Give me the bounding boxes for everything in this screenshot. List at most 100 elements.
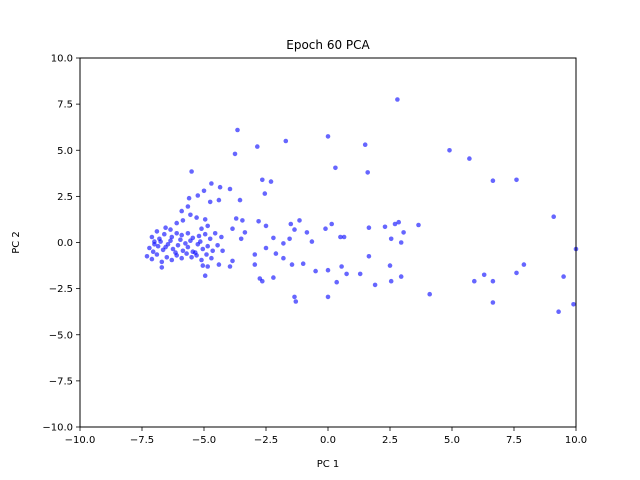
data-point	[159, 265, 165, 270]
data-point	[150, 249, 156, 254]
y-tick-label: 10.0	[51, 54, 73, 65]
data-point	[227, 264, 233, 269]
data-point	[189, 169, 194, 174]
data-point	[230, 258, 235, 264]
data-point	[490, 300, 496, 305]
data-point	[287, 236, 292, 242]
data-point	[339, 264, 344, 269]
data-point	[427, 291, 433, 297]
data-point	[154, 252, 160, 257]
data-point	[233, 216, 239, 221]
data-point	[216, 262, 222, 267]
data-point	[219, 234, 224, 240]
data-point	[207, 236, 213, 242]
data-point	[149, 256, 155, 262]
data-point	[292, 294, 297, 300]
data-point	[147, 245, 152, 251]
data-point	[238, 236, 244, 242]
data-point	[334, 279, 340, 285]
data-point	[158, 239, 163, 244]
x-tick-label: −7.5	[130, 435, 154, 446]
data-point	[185, 244, 191, 250]
data-point	[205, 243, 210, 249]
data-point	[173, 250, 178, 255]
y-tick-label: 2.5	[57, 192, 73, 203]
y-tick-label: 7.5	[57, 100, 73, 111]
data-point	[164, 254, 170, 260]
data-point	[297, 218, 302, 223]
data-point	[159, 259, 165, 265]
data-point	[180, 248, 186, 254]
data-points	[144, 97, 579, 315]
data-point	[271, 235, 276, 241]
data-point	[179, 232, 184, 238]
data-point	[252, 262, 258, 267]
data-point	[263, 245, 269, 251]
data-point	[152, 242, 157, 247]
data-point	[202, 231, 208, 237]
data-point	[309, 239, 315, 244]
data-point	[398, 240, 404, 245]
data-point	[571, 302, 576, 307]
data-point	[217, 184, 223, 190]
data-point	[168, 227, 173, 232]
data-point	[170, 246, 176, 252]
data-point	[268, 179, 274, 184]
data-point	[329, 221, 335, 227]
data-point	[209, 255, 214, 261]
data-point	[252, 252, 258, 257]
x-tick-label: 10.0	[565, 435, 587, 446]
data-point	[202, 217, 208, 222]
data-point	[178, 237, 183, 242]
data-point	[235, 127, 240, 133]
plot-frame	[79, 57, 577, 428]
data-point	[472, 278, 477, 284]
data-point	[372, 282, 378, 288]
data-point	[362, 142, 368, 147]
data-point	[183, 241, 188, 246]
data-point	[198, 239, 203, 244]
data-point	[144, 253, 150, 259]
data-point	[216, 197, 222, 203]
data-point	[388, 278, 394, 284]
x-tick-label: −2.5	[254, 435, 278, 446]
data-point	[366, 253, 372, 259]
data-point	[344, 271, 349, 277]
data-point	[398, 274, 404, 279]
data-point	[254, 144, 260, 149]
y-tick-label: −7.5	[49, 376, 73, 387]
data-point	[202, 273, 208, 279]
data-point	[185, 231, 191, 236]
data-point	[263, 223, 269, 229]
data-point	[357, 271, 363, 277]
data-point	[392, 221, 398, 227]
chart-title: Epoch 60 PCA	[286, 38, 370, 52]
data-point	[169, 234, 175, 240]
data-point	[382, 224, 388, 230]
data-point	[237, 197, 243, 203]
data-point	[205, 264, 210, 269]
data-point	[215, 243, 220, 248]
data-point	[155, 243, 161, 249]
data-point	[186, 195, 192, 201]
data-point	[194, 215, 199, 220]
data-point	[149, 234, 155, 240]
data-point	[481, 272, 487, 278]
data-point	[273, 251, 279, 256]
data-point	[220, 248, 225, 254]
x-tick-label: 7.5	[506, 435, 522, 446]
data-point	[163, 244, 168, 250]
data-point	[521, 262, 527, 267]
data-point	[556, 309, 561, 315]
data-point	[283, 138, 289, 144]
data-point	[323, 226, 328, 231]
data-point	[293, 299, 299, 304]
data-point	[365, 170, 371, 175]
data-point	[289, 262, 295, 267]
data-point	[325, 267, 331, 273]
data-point	[204, 252, 209, 257]
data-point	[447, 148, 452, 153]
data-point	[199, 257, 204, 263]
data-point	[304, 230, 310, 235]
data-point	[210, 248, 215, 254]
